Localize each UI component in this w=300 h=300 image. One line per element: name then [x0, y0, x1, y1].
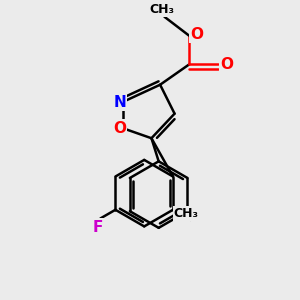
Text: CH₃: CH₃ [149, 3, 174, 16]
Text: CH₃: CH₃ [174, 207, 199, 220]
Text: O: O [113, 121, 126, 136]
Text: F: F [92, 220, 103, 235]
Text: O: O [190, 27, 203, 42]
Text: O: O [220, 57, 233, 72]
Text: N: N [113, 94, 126, 110]
